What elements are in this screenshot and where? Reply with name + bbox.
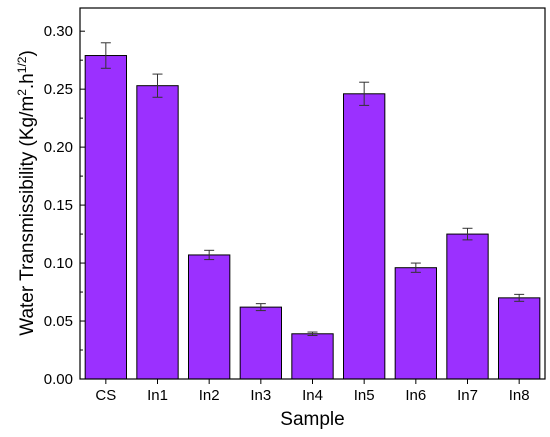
x-tick-label: In3	[250, 387, 271, 404]
x-axis-title: Sample	[280, 409, 344, 430]
bar-in5	[343, 93, 386, 380]
y-tick-label: 0.25	[44, 81, 73, 98]
x-tick-label: In4	[302, 387, 323, 404]
y-tick-label: 0.20	[44, 139, 73, 156]
x-tick-label: In6	[405, 387, 426, 404]
y-axis-title: Water Transmissibility (Kg/m2.h1/2)	[15, 50, 38, 336]
y-tick-label: 0.15	[44, 197, 73, 214]
x-tick-label: In5	[354, 387, 375, 404]
x-tick-label: In8	[509, 387, 530, 404]
y-tick-label: 0.10	[44, 255, 73, 272]
x-tick-label: In2	[199, 387, 220, 404]
bar-in1	[136, 85, 179, 380]
bar-cs	[84, 55, 127, 380]
bar-in8	[498, 297, 541, 380]
x-tick-label: CS	[95, 387, 116, 404]
plot-area: 0.00 0.05 0.10 0.15 0.20 0.25 0.30 CS In1 In2 In3 I…	[44, 23, 541, 404]
bar-in2	[188, 254, 231, 380]
y-tick-label: 0.00	[44, 371, 73, 388]
x-tick-label: In1	[147, 387, 168, 404]
bar-in7	[446, 233, 489, 380]
bar-in6	[394, 267, 437, 380]
y-tick-label: 0.30	[44, 23, 73, 40]
plot-frame	[79, 7, 546, 380]
y-tick-label: 0.05	[44, 313, 73, 330]
x-tick-label: In7	[457, 387, 478, 404]
bar-in3	[239, 306, 283, 380]
bar-in4	[291, 333, 334, 380]
